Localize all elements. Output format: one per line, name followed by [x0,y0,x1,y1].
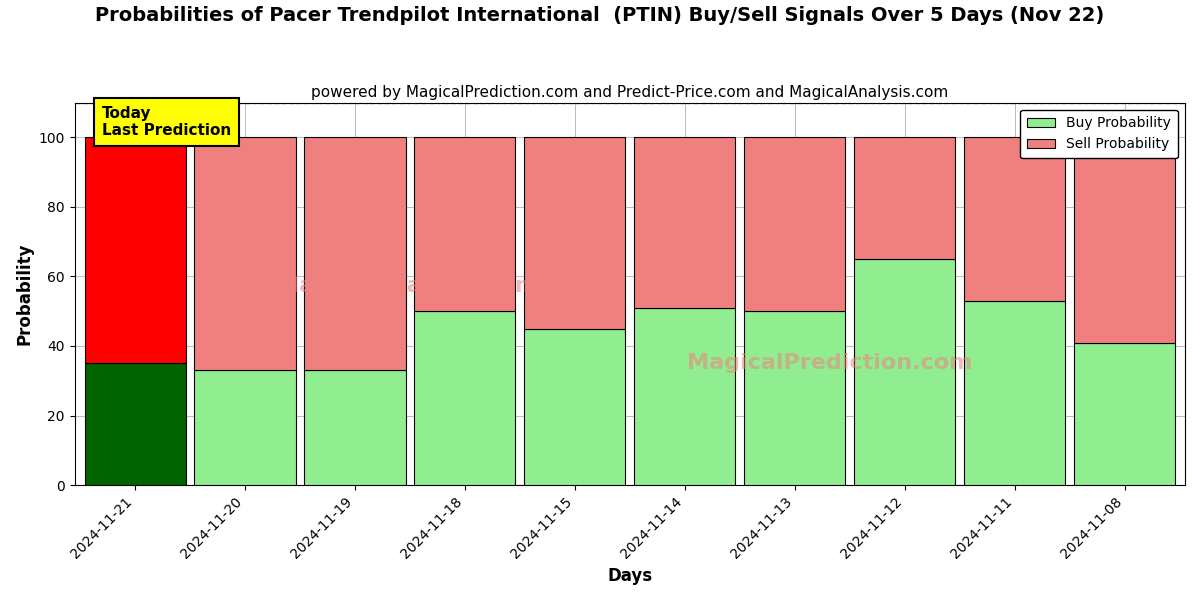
Bar [194,137,295,370]
Text: Probabilities of Pacer Trendpilot International  (PTIN) Buy/Sell Signals Over 5 : Probabilities of Pacer Trendpilot Intern… [95,6,1105,25]
Bar [414,137,516,311]
Bar [854,137,955,259]
Bar [524,329,625,485]
Bar [84,364,186,485]
Text: MagicalAnalysis.com: MagicalAnalysis.com [277,276,539,296]
Title: powered by MagicalPrediction.com and Predict-Price.com and MagicalAnalysis.com: powered by MagicalPrediction.com and Pre… [311,85,948,100]
Legend: Buy Probability, Sell Probability: Buy Probability, Sell Probability [1020,110,1178,158]
Text: MagicalPrediction.com: MagicalPrediction.com [688,353,972,373]
Bar [744,311,845,485]
X-axis label: Days: Days [607,567,653,585]
Bar [1074,137,1175,343]
Bar [84,137,186,364]
Bar [964,137,1066,301]
Bar [854,259,955,485]
Y-axis label: Probability: Probability [16,242,34,345]
Bar [194,370,295,485]
Bar [305,370,406,485]
Bar [414,311,516,485]
Bar [1074,343,1175,485]
Bar [635,137,736,308]
Bar [635,308,736,485]
Bar [524,137,625,329]
Bar [744,137,845,311]
Bar [305,137,406,370]
Bar [964,301,1066,485]
Text: Today
Last Prediction: Today Last Prediction [102,106,232,139]
